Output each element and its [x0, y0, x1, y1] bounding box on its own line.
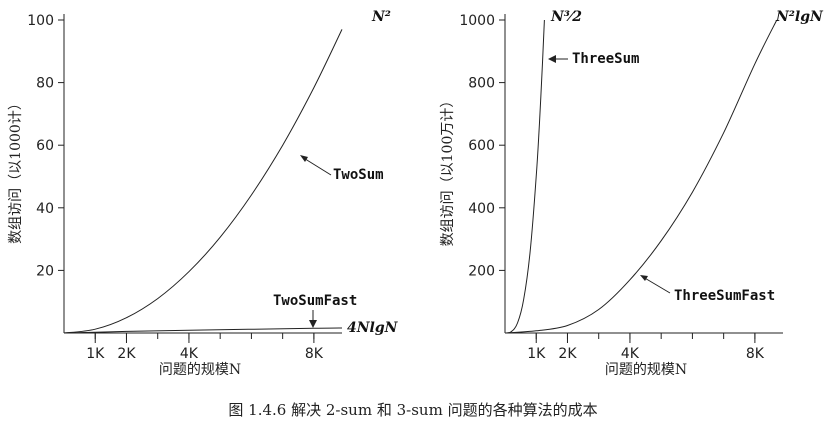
series-line-threesum: [504, 19, 545, 334]
annotation-threesum: ThreeSum: [572, 51, 639, 67]
x-tick-label: 4K: [621, 346, 640, 362]
arrowhead-twosum: [300, 155, 308, 162]
y-tick-label: 600: [468, 138, 495, 154]
annotation-threesumfast: ThreeSumFast: [674, 288, 775, 304]
series-line-twosum: [63, 29, 343, 334]
series-label-4nlgn: 4NlgN: [347, 320, 399, 336]
x-tick-label: 8K: [305, 346, 324, 362]
y-ticks: 200 400 600 800 1000: [459, 13, 505, 279]
x-tick-label: 1K: [527, 346, 546, 362]
y-tick-label: 40: [36, 201, 54, 217]
arrowhead-twosumfast: [309, 320, 317, 328]
figure-caption: 图 1.4.6 解决 2-sum 和 3-sum 问题的各种算法的成本: [228, 401, 597, 419]
series-line-threesumfast: [504, 19, 778, 334]
chart-right: 200 400 600 800 1000 1K 2K 4K 8K 问题的规模N 数组访问（以1…: [440, 9, 824, 378]
x-axis-label: 问题的规模N: [605, 362, 687, 378]
x-tick-label: 8K: [746, 346, 765, 362]
y-axis-label: 数组访问（以100万计）: [440, 94, 456, 247]
x-ticks: 1K 2K 4K 8K: [527, 333, 765, 362]
series-curves: [63, 29, 343, 334]
series-curves: [504, 19, 778, 334]
arrowhead-threesumfast: [640, 275, 648, 281]
series-label-n2lgn: N²lgN: [775, 9, 824, 25]
series-label-n2: N²: [371, 9, 391, 25]
x-axis-label: 问题的规模N: [159, 362, 241, 378]
arrowhead-threesum: [548, 55, 556, 63]
x-ticks: 1K 2K 4K 8K: [86, 333, 324, 362]
arrow-twosum: [301, 156, 332, 176]
series-line-twosumfast: [63, 327, 343, 334]
y-tick-label: 100: [27, 13, 54, 29]
series-label-n3-2: N³⁄2: [550, 9, 582, 25]
y-tick-label: 800: [468, 76, 495, 92]
chart-left: 20 40 60 80 100 1K 2K 4K 8K 问题的规模N 数组访问（以1000计）…: [8, 9, 399, 378]
x-tick-label: 4K: [180, 346, 199, 362]
y-tick-label: 200: [468, 263, 495, 279]
arrow-threesumfast: [642, 276, 671, 294]
y-tick-label: 80: [36, 76, 54, 92]
x-tick-label: 2K: [117, 346, 136, 362]
x-tick-label: 2K: [558, 346, 577, 362]
y-ticks: 20 40 60 80 100: [27, 13, 64, 279]
y-axis-label: 数组访问（以1000计）: [8, 96, 24, 244]
y-tick-label: 1000: [459, 13, 495, 29]
annotation-twosum: TwoSum: [333, 167, 384, 183]
y-tick-label: 20: [36, 263, 54, 279]
y-tick-label: 60: [36, 138, 54, 154]
annotation-twosumfast: TwoSumFast: [273, 293, 357, 309]
x-tick-label: 1K: [86, 346, 105, 362]
y-tick-label: 400: [468, 201, 495, 217]
